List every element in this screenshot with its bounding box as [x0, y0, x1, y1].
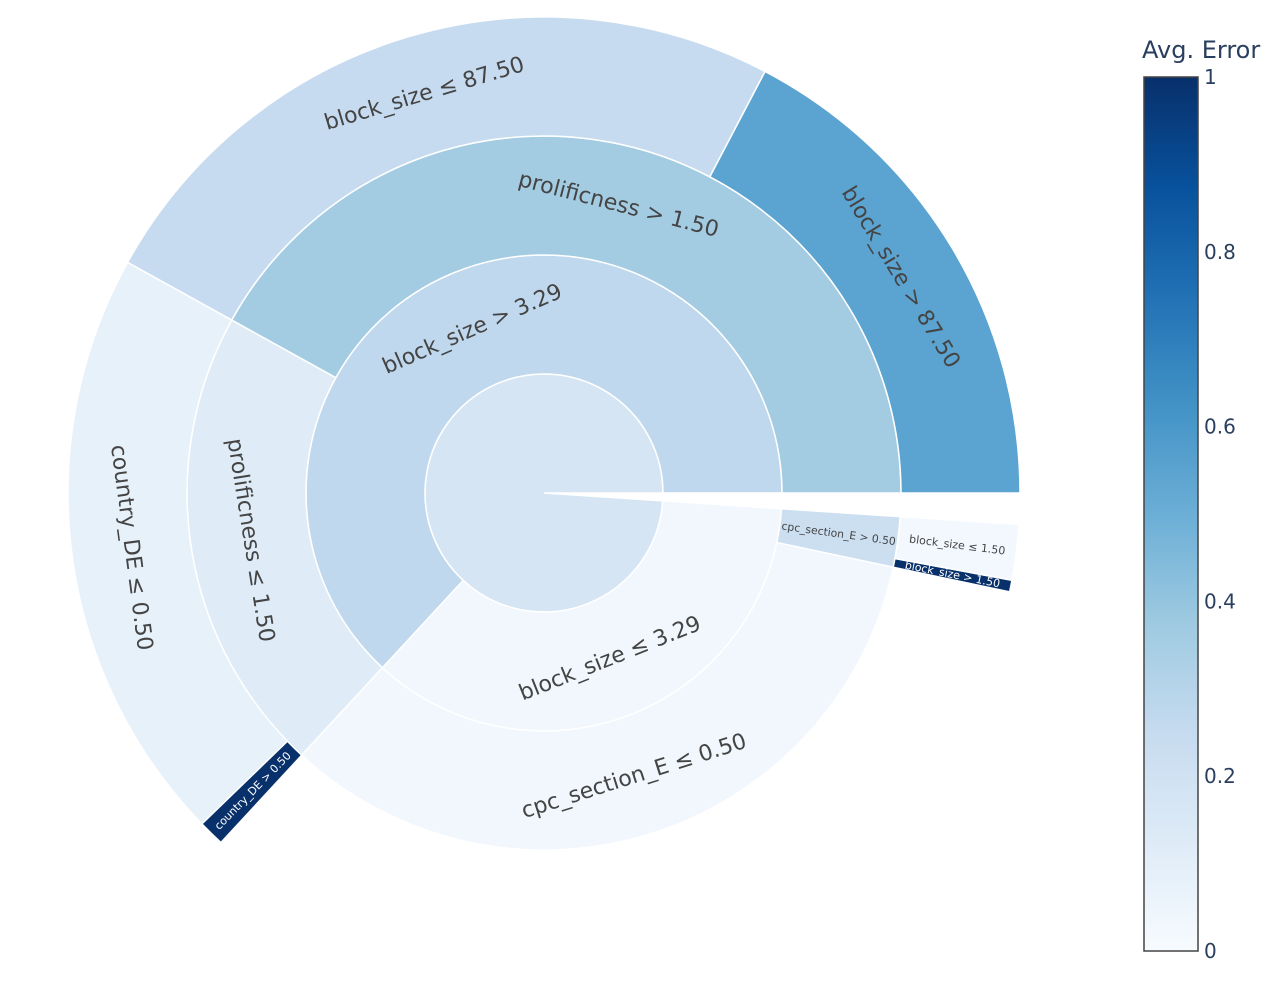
colorbar-tick-label: 0.2	[1204, 764, 1236, 788]
sunburst-root-segment[interactable]	[424, 373, 664, 613]
colorbar-tick-label: 0.8	[1204, 240, 1236, 264]
colorbar-tick-label: 0	[1204, 939, 1217, 963]
colorbar-tick-label: 1	[1204, 65, 1217, 89]
sunburst-segment-cpc-section-e-le-0-50[interactable]	[300, 541, 895, 851]
sunburst-segment-country-de-le-0-50[interactable]	[67, 261, 289, 826]
colorbar-gradient	[1143, 76, 1199, 952]
sunburst-segment-block-size-le-1-50[interactable]	[894, 515, 1020, 582]
colorbar-tick-label: 0.6	[1204, 415, 1236, 439]
sunburst-segment-block-size-le-87-50[interactable]	[126, 16, 767, 322]
colorbar-title: Avg. Error	[1142, 36, 1260, 64]
sunburst-rings	[67, 16, 1021, 851]
colorbar-tick-label: 0.4	[1204, 589, 1236, 613]
colorbar: Avg. Error 0 0.2 0.4 0.6 0.8 1	[1142, 36, 1260, 963]
